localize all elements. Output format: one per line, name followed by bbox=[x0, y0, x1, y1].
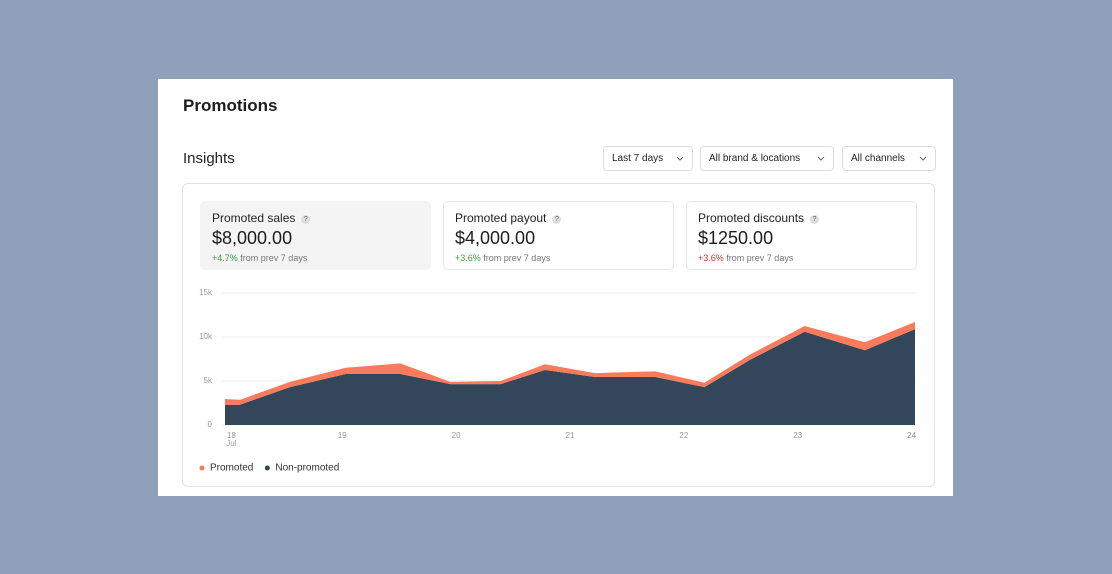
legend-dot bbox=[264, 465, 270, 471]
stat-card: Promoted payout? $4,000.00 +3.6% from prev… bbox=[443, 201, 674, 270]
insights-panel bbox=[182, 183, 935, 487]
y-tick-label: 0 bbox=[208, 420, 213, 429]
help-icon[interactable]: ? bbox=[552, 215, 562, 224]
y-tick-label: 15k bbox=[199, 288, 213, 297]
chevron-line bbox=[676, 156, 684, 161]
stat-label: Promoted sales? bbox=[212, 211, 311, 225]
help-icon[interactable]: ? bbox=[810, 215, 820, 224]
y-tick-label: 5k bbox=[204, 376, 213, 385]
chevron bbox=[817, 156, 825, 161]
filter-label: Last 7 days bbox=[612, 153, 664, 164]
stat-value: $1250.00 bbox=[698, 228, 774, 248]
area bbox=[225, 329, 915, 425]
stat-label-text: Promoted sales bbox=[212, 211, 296, 225]
change-note: from prev 7 days bbox=[726, 253, 794, 263]
legend-dot bbox=[199, 465, 205, 471]
chevron-line bbox=[817, 156, 825, 161]
stat-value: $4,000.00 bbox=[455, 228, 536, 248]
page-title: Promotions bbox=[183, 96, 278, 115]
stat-value: $8,000.00 bbox=[212, 228, 293, 248]
x-tick-label: 20 bbox=[452, 431, 461, 440]
legend-label: Non-promoted bbox=[275, 463, 339, 474]
filter-dropdown[interactable]: All channels bbox=[842, 146, 936, 171]
x-tick-label: 19 bbox=[338, 431, 347, 440]
x-tick-label: 18 bbox=[227, 431, 236, 440]
stat-label: Promoted payout? bbox=[455, 211, 562, 225]
help-icon[interactable]: ? bbox=[301, 215, 311, 224]
chevron bbox=[676, 156, 684, 161]
x-month-label: Jul bbox=[226, 439, 236, 448]
stat-change: +3.6% from prev 7 days bbox=[455, 253, 550, 263]
change-note: from prev 7 days bbox=[483, 253, 551, 263]
stat-change: +3.6% from prev 7 days bbox=[698, 253, 793, 263]
stat-label-text: Promoted discounts bbox=[698, 211, 805, 225]
filter-label: All channels bbox=[851, 153, 905, 164]
change-percent: +4.7% bbox=[212, 253, 238, 263]
filter-label: All brand & locations bbox=[709, 153, 801, 164]
x-tick-label: 21 bbox=[566, 431, 575, 440]
chevron-line bbox=[919, 156, 927, 161]
stat-label: Promoted discounts? bbox=[698, 211, 820, 225]
section-title: Insights bbox=[183, 150, 235, 167]
y-tick-label: 10k bbox=[199, 332, 213, 341]
change-percent: +3.6% bbox=[698, 253, 724, 263]
x-tick-label: 24 bbox=[907, 431, 916, 440]
x-tick-label: 22 bbox=[679, 431, 688, 440]
stat-label-text: Promoted payout bbox=[455, 211, 547, 225]
legend-label: Promoted bbox=[210, 463, 253, 474]
stat-card: Promoted sales? $8,000.00 +4.7% from prev … bbox=[200, 201, 431, 270]
x-tick-label: 23 bbox=[793, 431, 802, 440]
stat-card: Promoted discounts? $1250.00 +3.6% from pr… bbox=[686, 201, 917, 270]
stat-change: +4.7% from prev 7 days bbox=[212, 253, 307, 263]
filter-dropdown[interactable]: All brand & locations bbox=[700, 146, 834, 171]
change-note: from prev 7 days bbox=[240, 253, 308, 263]
filter-dropdown[interactable]: Last 7 days bbox=[603, 146, 693, 171]
change-percent: +3.6% bbox=[455, 253, 481, 263]
chevron bbox=[919, 156, 927, 161]
